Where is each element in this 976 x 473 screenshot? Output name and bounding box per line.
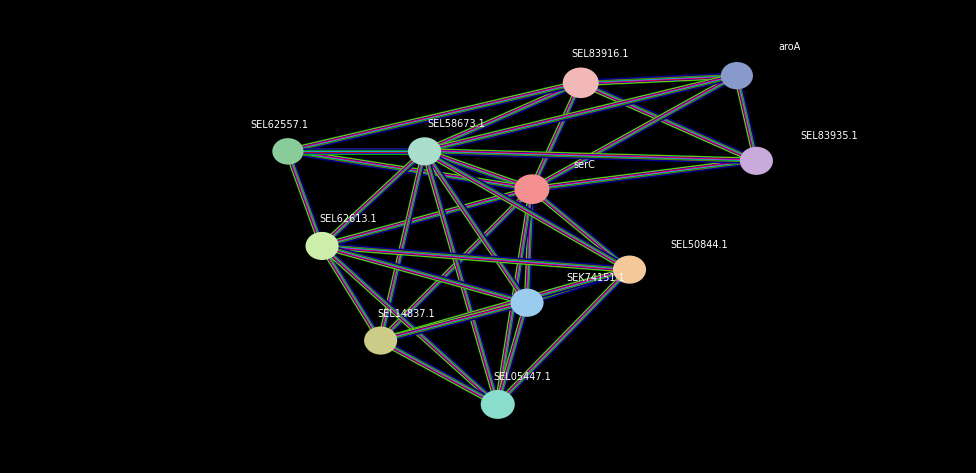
Text: SEL58673.1: SEL58673.1	[427, 119, 485, 129]
Ellipse shape	[481, 390, 514, 419]
Text: SEL62613.1: SEL62613.1	[319, 214, 377, 224]
Ellipse shape	[514, 175, 549, 204]
Ellipse shape	[364, 326, 397, 355]
Ellipse shape	[563, 68, 598, 98]
Ellipse shape	[510, 289, 544, 317]
Text: SEL05447.1: SEL05447.1	[493, 372, 550, 382]
Text: SEL83916.1: SEL83916.1	[571, 49, 629, 59]
Ellipse shape	[305, 232, 339, 260]
Text: SEL83935.1: SEL83935.1	[800, 131, 858, 141]
Text: SEL50844.1: SEL50844.1	[671, 240, 728, 250]
Ellipse shape	[272, 138, 304, 165]
Text: serC: serC	[573, 160, 594, 170]
Text: aroA: aroA	[779, 42, 801, 52]
Text: SEK74151.1: SEK74151.1	[566, 273, 625, 283]
Ellipse shape	[740, 147, 773, 175]
Ellipse shape	[408, 137, 441, 166]
Ellipse shape	[721, 62, 752, 89]
Ellipse shape	[613, 255, 646, 284]
Text: SEL62557.1: SEL62557.1	[251, 120, 308, 130]
Text: SEL14837.1: SEL14837.1	[378, 309, 435, 319]
